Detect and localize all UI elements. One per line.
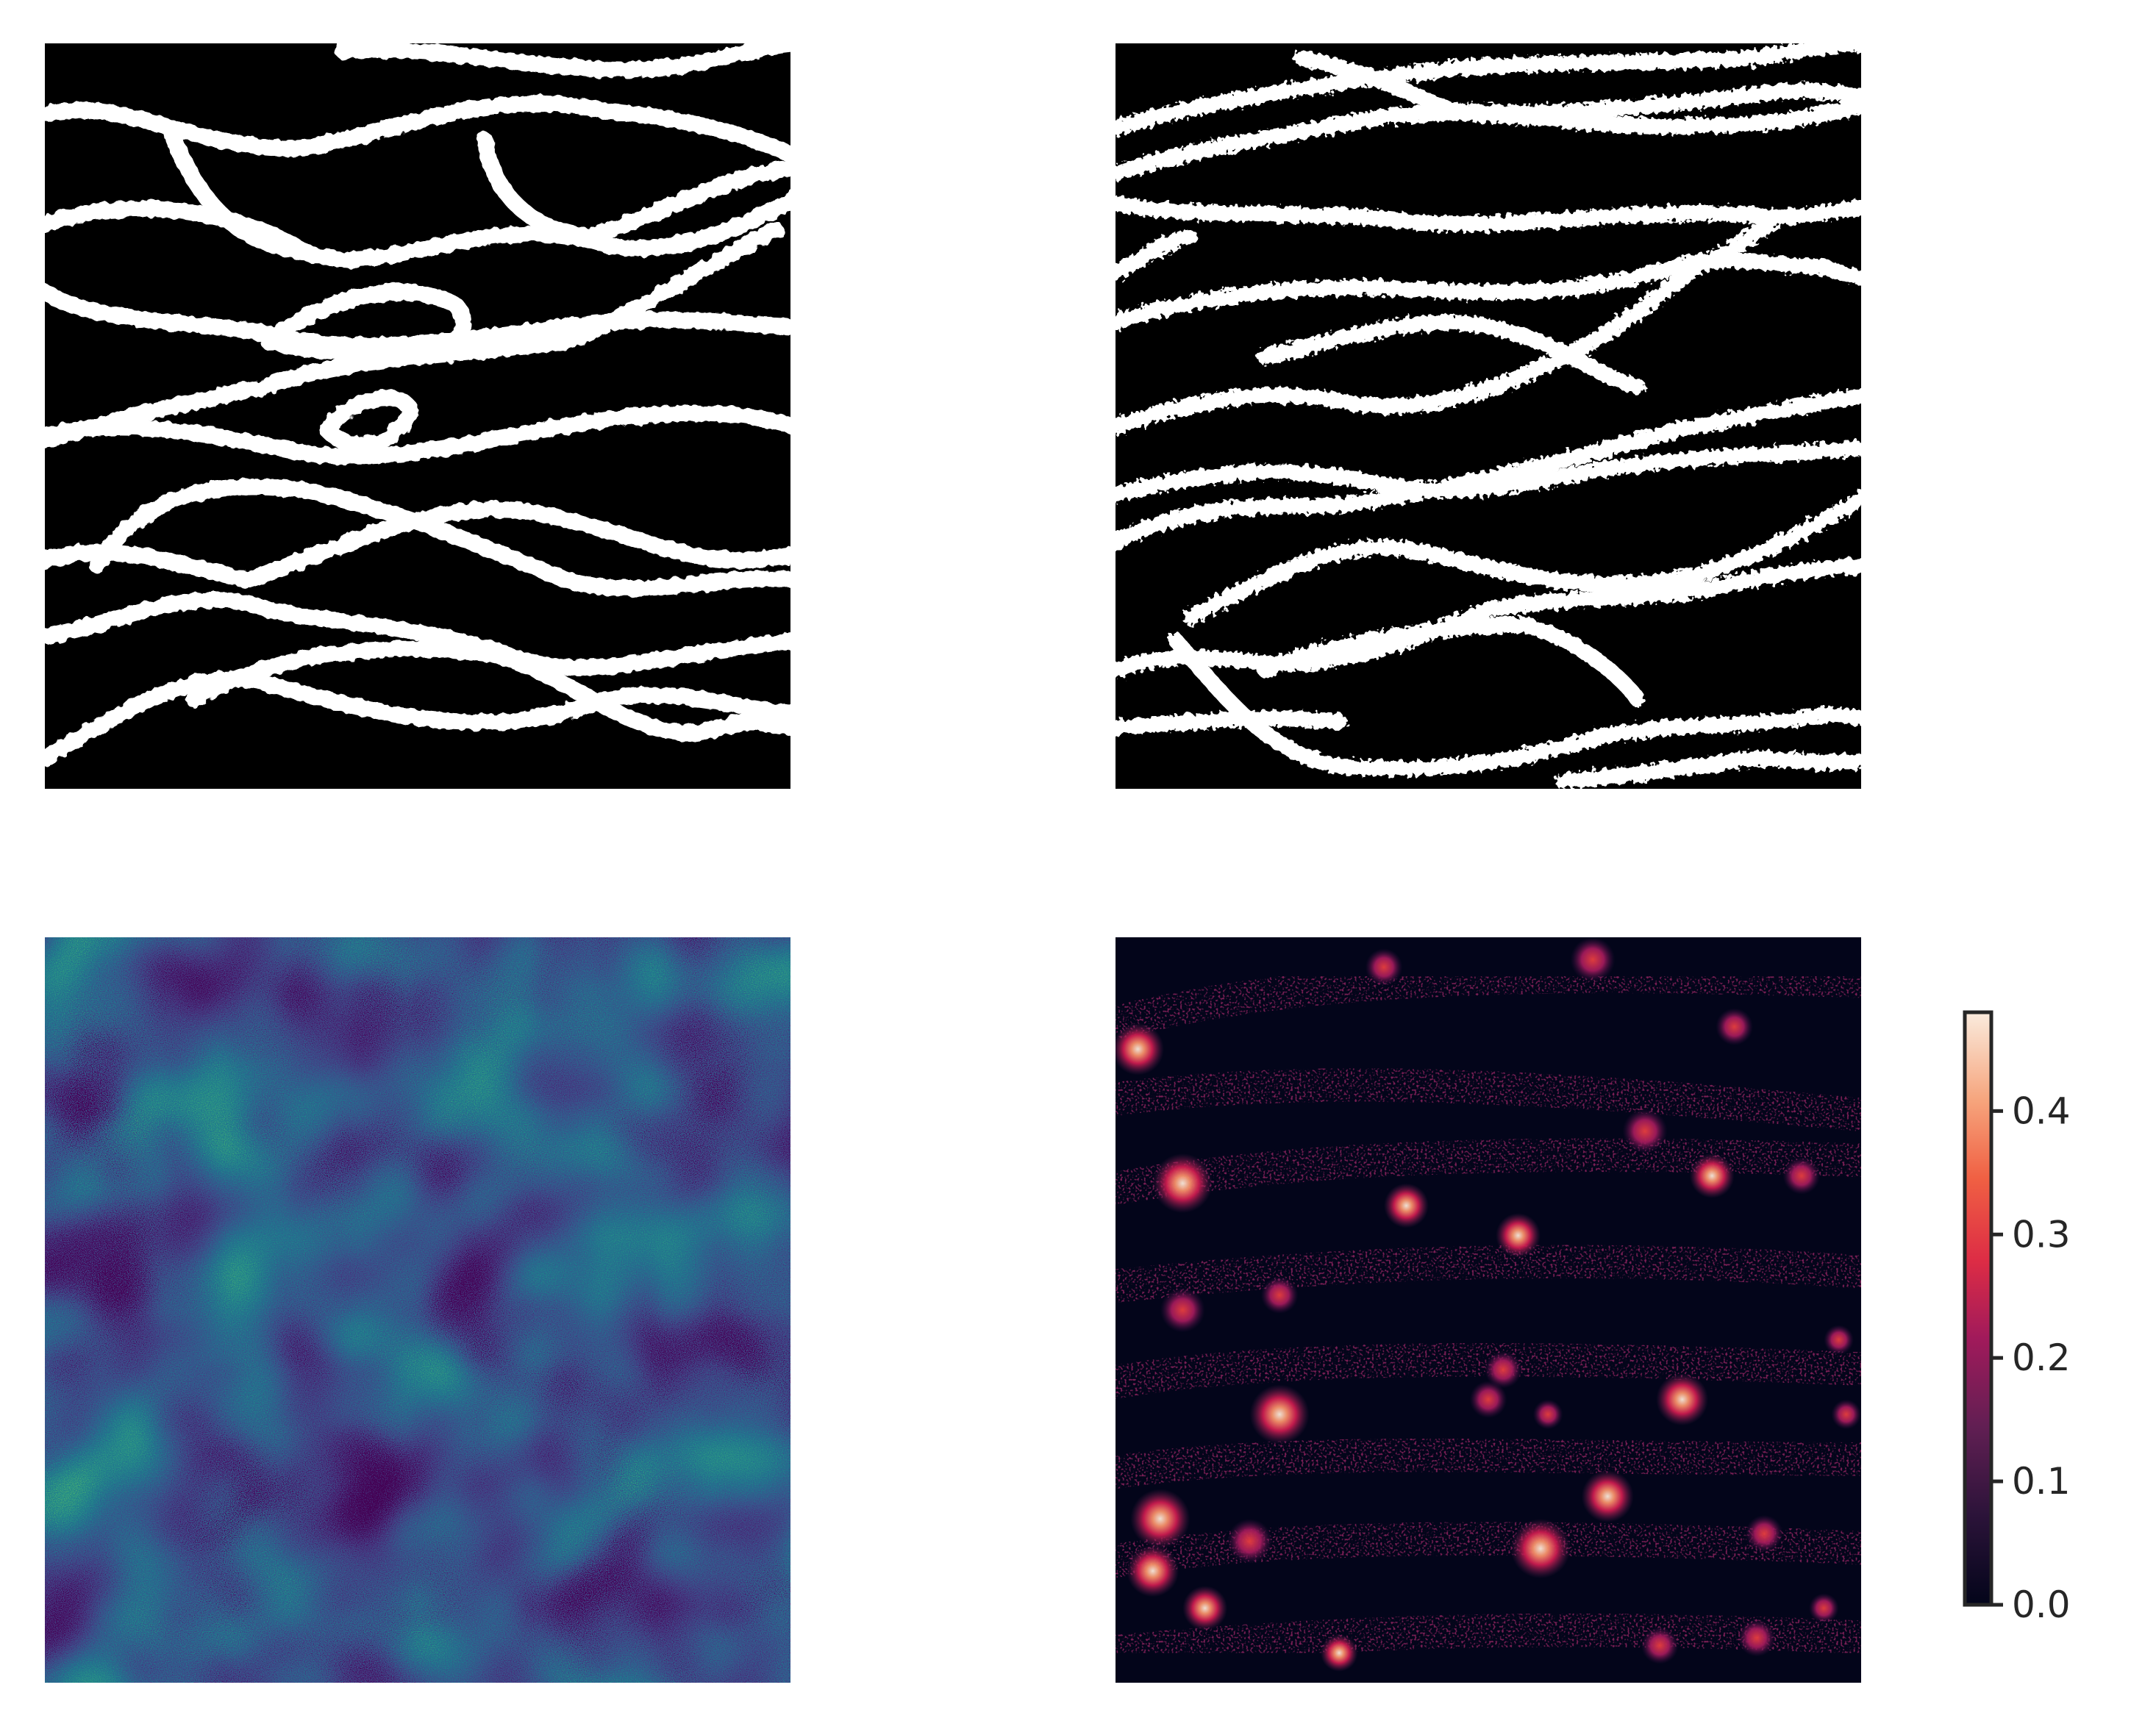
hotspot	[1260, 1276, 1299, 1314]
channel-line	[185, 640, 790, 742]
hotspot	[1116, 1023, 1164, 1075]
binary-map-svg-2	[1116, 43, 1861, 789]
hotspot	[1484, 1350, 1522, 1389]
hotspot	[1782, 1157, 1821, 1195]
channel-line	[1116, 214, 1780, 434]
hotspot	[1496, 1213, 1541, 1259]
hotspot	[1641, 1626, 1679, 1664]
channel-line	[1257, 315, 1646, 395]
viridis-field	[45, 937, 790, 1683]
speckle-band	[1116, 1068, 1861, 1132]
hotspots	[1116, 937, 1861, 1672]
colorbar: 0.0 0.1 0.2 0.3 0.4	[1956, 1007, 2156, 1625]
hotspot	[1745, 1514, 1783, 1553]
channel-line	[1116, 43, 1861, 137]
hotspot	[1809, 1593, 1839, 1623]
colorbar-tick-label: 0.2	[2012, 1336, 2071, 1379]
channel-line	[1116, 710, 1347, 736]
channel-line	[476, 132, 790, 246]
hotspot	[1738, 1619, 1776, 1657]
hotspot	[1689, 1153, 1735, 1198]
hotspot	[1152, 1153, 1213, 1214]
channel-line	[45, 670, 790, 767]
hotspot	[1127, 1545, 1179, 1597]
hotspot	[1716, 1008, 1753, 1046]
channel-line	[1257, 617, 1646, 707]
hotspot	[1160, 1287, 1205, 1333]
hotspot	[1831, 1399, 1861, 1430]
hotspot	[1365, 948, 1403, 986]
channel-line	[1116, 195, 1861, 232]
channel-line	[1116, 557, 1861, 679]
hotspot	[1824, 1325, 1854, 1355]
channel-line	[45, 282, 790, 354]
channel-line	[335, 43, 790, 78]
hotspot	[1182, 1586, 1228, 1631]
channel-line	[88, 479, 790, 597]
channel-line	[1116, 387, 1861, 551]
hotspot	[1570, 937, 1616, 982]
speckle-band	[1116, 1522, 1861, 1578]
viridis-heatmap-svg	[45, 937, 790, 1683]
colorbar-tick-label: 0.1	[2012, 1460, 2071, 1503]
channel-line	[320, 390, 419, 454]
colorbar-tick-label: 0.0	[2012, 1583, 2071, 1625]
hotspot	[1384, 1183, 1429, 1228]
channel-line	[1554, 751, 1861, 789]
binary-channel-map-top-left	[45, 43, 790, 789]
hotspot	[1622, 1109, 1668, 1154]
channel-line	[1182, 490, 1861, 626]
hotspot	[1532, 1399, 1563, 1430]
speckle-band	[1116, 1342, 1861, 1400]
channel-line	[1116, 440, 1861, 503]
speckle-band	[1116, 959, 1861, 1040]
viridis-heatmap-bottom-left	[45, 937, 790, 1683]
channel-line	[260, 284, 472, 366]
channel-line	[45, 404, 790, 465]
hotspot	[1510, 1518, 1571, 1579]
channel-line	[45, 191, 790, 268]
channel-line	[1116, 252, 1861, 330]
speckle-band	[1116, 1438, 1861, 1489]
hotspot	[1320, 1634, 1358, 1672]
channel-line	[1116, 98, 1861, 182]
channel-line	[1293, 50, 1861, 121]
hotspot	[1227, 1518, 1272, 1564]
channel-lines	[45, 43, 790, 767]
channel-line	[45, 95, 790, 165]
channel-lines	[1116, 43, 1861, 789]
rocket-heatmap-bottom-right	[1116, 937, 1861, 1683]
binary-channel-map-top-right	[1116, 43, 1861, 789]
hotspot	[1130, 1489, 1191, 1549]
colorbar-tick-label: 0.4	[2012, 1089, 2071, 1132]
channel-line	[45, 591, 790, 676]
colorbar-gradient	[1963, 1010, 1993, 1607]
rocket-heatmap-svg	[1116, 937, 1861, 1683]
hotspot	[1656, 1373, 1709, 1426]
hotspot	[1581, 1470, 1634, 1522]
colorbar-svg: 0.0 0.1 0.2 0.3 0.4	[1963, 1010, 2071, 1625]
hotspot	[1469, 1381, 1507, 1419]
speckle-band	[1116, 1245, 1861, 1303]
channel-line	[45, 221, 784, 450]
heatmap-background	[1116, 937, 1861, 1683]
binary-map-svg-1	[45, 43, 790, 789]
colorbar-ticks: 0.0 0.1 0.2 0.3 0.4	[1991, 1089, 2071, 1625]
colorbar-tick-label: 0.3	[2012, 1213, 2071, 1256]
channel-line	[163, 124, 315, 261]
hotspot	[1249, 1384, 1310, 1445]
channel-line	[1167, 631, 1861, 776]
channel-line	[1116, 229, 1199, 283]
